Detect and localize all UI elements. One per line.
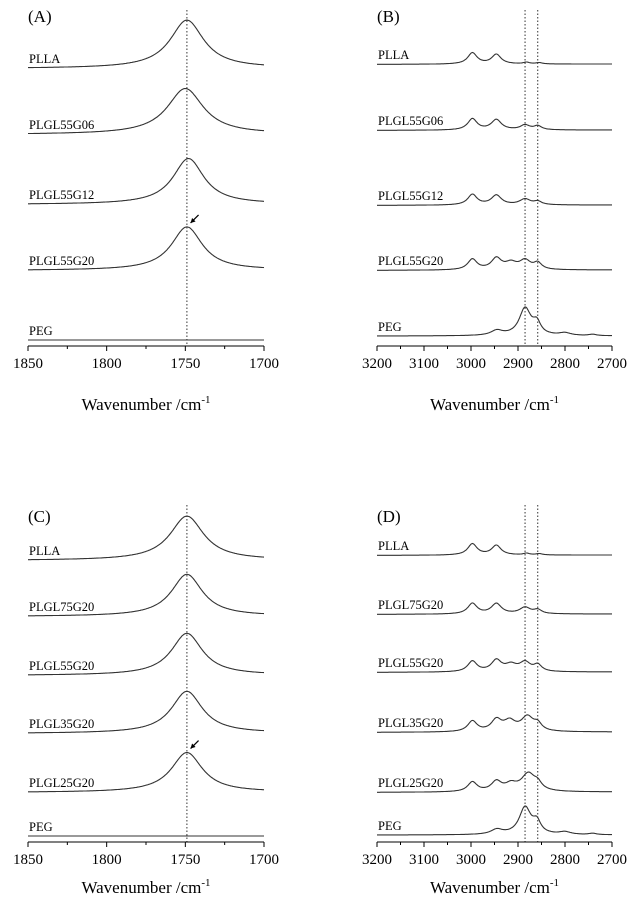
panel-b: (B) 3200 3100 3000 2900 2800 2700 Wavenumber /c… [362,7,627,414]
series-label: PLGL55G20 [29,659,94,673]
x-tick-label: 2700 [597,852,627,868]
series-label: PLLA [29,544,60,558]
x-axis-label: Wavenumber /cm-1 [81,877,210,897]
series-label: PEG [29,324,53,338]
series-line [377,51,612,65]
series-label: PEG [378,320,402,334]
series-label: PLLA [29,52,60,66]
x-tick-label: 1850 [13,852,43,868]
series-label: PLGL75G20 [29,600,94,614]
x-tick-label: 2900 [503,852,533,868]
series-label: PLGL55G20 [29,254,94,268]
series-label: PLGL55G20 [378,254,443,268]
x-tick-label: 1800 [92,356,122,372]
series-label: PEG [378,819,402,833]
series-label: PLGL55G12 [378,189,443,203]
series-label: PLGL75G20 [378,598,443,612]
x-tick-label: 3200 [362,852,392,868]
series-label: PLLA [378,48,409,62]
panel-d: (D) 3200 3100 3000 2900 2800 2700 Wavenumber /c… [362,505,627,897]
x-tick-label: 3100 [409,356,439,372]
series-label: PLGL55G06 [29,118,94,132]
panel-label: (C) [28,507,51,526]
series-label: PLGL35G20 [29,717,94,731]
x-tick-label: 1700 [249,852,279,868]
x-axis-label: Wavenumber /cm-1 [81,394,210,414]
x-tick-label: 1750 [170,356,200,372]
series-line [377,602,612,615]
series-line [28,157,264,205]
series-line [377,256,612,271]
series-line [28,573,264,617]
panel-a: (A) 1850 1800 1750 1700 Wavenumber /cm-1 PLLA P… [13,7,279,414]
x-tick-label: 2700 [597,356,627,372]
x-tick-label: 3100 [409,852,439,868]
series-label: PLGL25G20 [29,776,94,790]
series-label: PLGL55G20 [378,656,443,670]
series-line [377,117,612,131]
series-line [377,306,612,337]
series-label: PLGL35G20 [378,716,443,730]
series-label: PLLA [378,539,409,553]
panel-label: (D) [377,507,401,526]
x-tick-label: 1750 [170,852,200,868]
panel-label: (A) [28,7,52,26]
series-line [28,87,265,135]
panel-label: (B) [377,7,400,26]
x-tick-label: 2900 [503,356,533,372]
series-label: PLGL25G20 [378,776,443,790]
series-line [28,632,264,676]
series-line [377,542,612,556]
x-tick-label: 1800 [92,852,122,868]
series-line [377,771,612,793]
x-tick-label: 3200 [362,356,392,372]
x-tick-label: 2800 [550,356,580,372]
panel-c: (C) 1850 1800 1750 1700 Wavenumber /cm-1 PLLA P… [13,505,279,897]
series-line [377,714,612,733]
x-axis-label: Wavenumber /cm-1 [430,394,559,414]
x-tick-label: 1850 [13,356,43,372]
x-tick-label: 3000 [456,356,486,372]
x-tick-label: 1700 [249,356,279,372]
series-label: PEG [29,820,53,834]
series-label: PLGL55G12 [29,188,94,202]
series-line [377,658,612,673]
series-line [28,751,265,793]
series-line [377,193,612,206]
series-line [28,226,265,271]
x-tick-label: 2800 [550,852,580,868]
series-line [28,19,264,69]
x-axis-label: Wavenumber /cm-1 [430,877,559,897]
arrow-head [190,743,196,749]
arrow-head [190,217,196,223]
series-line [28,690,264,734]
series-line [28,515,264,561]
series-line [377,805,612,836]
x-tick-label: 3000 [456,852,486,868]
series-label: PLGL55G06 [378,114,443,128]
